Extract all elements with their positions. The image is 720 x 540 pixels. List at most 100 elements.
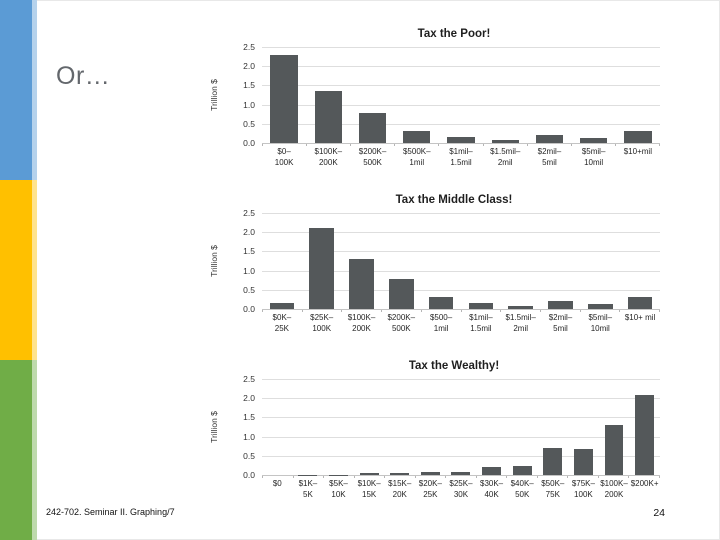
bar-category [580, 213, 620, 309]
y-tick-label: 1.5 [243, 412, 255, 423]
bar-category [629, 379, 660, 475]
axis-tick [303, 309, 343, 312]
x-category-label: $2mil– 5mil [537, 147, 562, 167]
axis-tick [351, 143, 396, 146]
y-tick-label: 2.0 [243, 61, 255, 72]
axis-tick [599, 475, 630, 478]
y-tick-label: 2.0 [243, 227, 255, 238]
bar-category [354, 379, 385, 475]
x-category-label: $15K– 20K [388, 479, 412, 499]
axis-tick [629, 475, 660, 478]
axis-tick [507, 475, 538, 478]
bar [359, 473, 379, 475]
gridline [262, 475, 660, 476]
bar [587, 304, 613, 309]
bar-series [262, 213, 660, 309]
sidebar-green-block [0, 360, 37, 540]
bar-series [262, 379, 660, 475]
axis-tick [422, 309, 462, 312]
axis-tick [263, 309, 303, 312]
bar-category [415, 379, 446, 475]
x-category-label: $10+ mil [624, 313, 656, 322]
axis-tick [395, 143, 440, 146]
x-category-label: $0K– 25K [272, 313, 292, 333]
axis-tick [382, 309, 422, 312]
gridline [262, 104, 660, 106]
x-axis-tickmarks [262, 309, 661, 312]
bar [388, 279, 414, 309]
x-category-label: $5mil– 10mil [588, 313, 613, 333]
x-category-label: $30K– 40K [480, 479, 504, 499]
sidebar-blue-block [0, 0, 37, 180]
bar [420, 471, 440, 475]
bar-category [537, 379, 568, 475]
bar [269, 303, 295, 309]
bar-category [262, 213, 302, 309]
y-tick-label: 2.5 [243, 42, 255, 52]
bar [579, 138, 608, 143]
x-category-label: $25K– 100K [310, 313, 334, 333]
axis-tick [294, 475, 325, 478]
gridline [262, 417, 660, 419]
x-axis-labels: $0 $1K– 5K $5K– 10K $10K– 15K $15K– 20K $20K– 25K $… [262, 479, 660, 500]
x-category-label: $100K– 200K [347, 313, 376, 333]
bar [508, 305, 534, 309]
y-tick-label: 0.0 [243, 138, 255, 148]
slide-accent-sidebar [0, 0, 37, 540]
bar-category [572, 47, 616, 143]
chart-title: Tax the Wealthy! [408, 360, 500, 372]
gridline [262, 85, 660, 87]
bar [403, 130, 431, 143]
axis-tick [581, 309, 621, 312]
y-axis-label: Trillion $ [209, 79, 219, 111]
gridline [262, 251, 660, 253]
axis-tick [616, 143, 660, 146]
x-category-label: $500K– 1mil [402, 147, 431, 167]
axis-tick [355, 475, 386, 478]
bar [543, 448, 563, 475]
x-category-label: $0– 100K [274, 147, 294, 167]
axis-tick [446, 475, 477, 478]
x-category-label: $75K– 100K [571, 479, 595, 499]
sidebar-yellow-block [0, 180, 37, 360]
y-tick-label: 0.0 [243, 470, 255, 480]
bar [270, 54, 298, 143]
y-tick-label: 1.5 [243, 246, 255, 257]
x-category-label: $0 [272, 479, 282, 488]
bar-category [568, 379, 599, 475]
y-axis-label: Trillion $ [209, 411, 219, 443]
bar-category [323, 379, 354, 475]
x-category-label: $50K– 75K [541, 479, 565, 499]
axis-tick [572, 143, 616, 146]
plot-area [262, 213, 660, 310]
bar-category [541, 213, 581, 309]
x-category-label: $25K– 30K [449, 479, 473, 499]
chart-tax-the-wealthy: Tax the Wealthy! Trillion $ 2.5 2.0 1.5 1.0… [208, 360, 660, 522]
x-category-label: $10+mil [623, 147, 652, 156]
axis-tick [541, 309, 581, 312]
gridline [262, 436, 660, 438]
bar-category [461, 213, 501, 309]
x-category-label: $10K– 15K [357, 479, 381, 499]
x-category-label: $5K– 10K [329, 479, 348, 499]
sidebar-highlight-stripe [32, 0, 37, 540]
axis-tick [620, 309, 661, 312]
y-axis-label: Trillion $ [209, 245, 219, 277]
axis-tick [263, 475, 294, 478]
x-category-label: $200K– 500K [358, 147, 387, 167]
bar-category [446, 379, 477, 475]
bar [535, 135, 564, 143]
bar-category [306, 47, 350, 143]
x-axis-tickmarks [262, 475, 660, 478]
chart-title: Tax the Poor! [417, 28, 491, 40]
gridline [262, 379, 660, 380]
y-tick-label: 0.5 [243, 450, 255, 461]
bar [314, 91, 343, 143]
x-axis-tickmarks [262, 143, 660, 146]
bar-category [616, 47, 660, 143]
y-axis-ticks: 2.5 2.0 1.5 1.0 0.5 0.0 [222, 374, 262, 480]
axis-tick [263, 143, 308, 146]
axis-tick [501, 309, 541, 312]
bar [468, 303, 494, 309]
bar [358, 113, 387, 143]
